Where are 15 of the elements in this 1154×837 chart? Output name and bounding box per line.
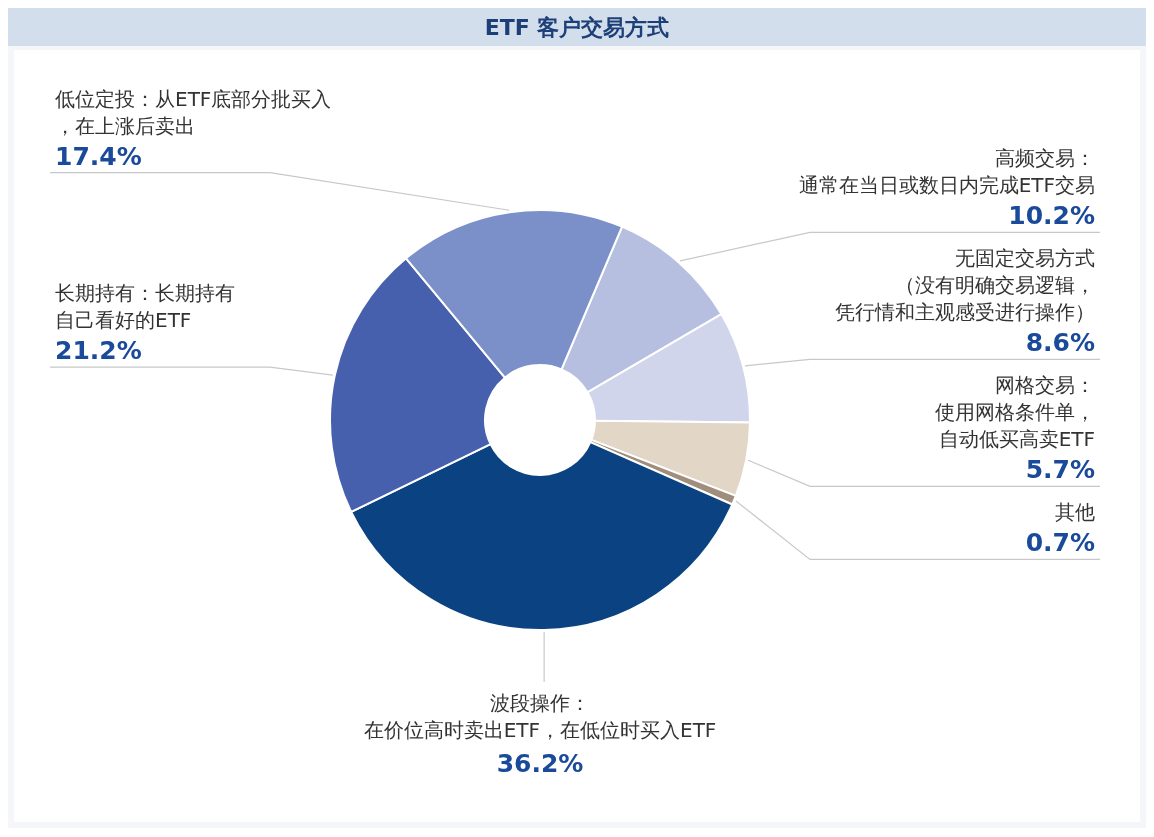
data-label: 5.7% [1025,455,1095,485]
slice-label: 高频交易：通常在当日或数日内完成ETF交易 [798,146,1095,198]
data-label: 8.6% [1025,328,1095,358]
slice-label: 长期持有：长期持有自己看好的ETF [55,281,235,333]
chart-title: ETF 客户交易方式 [484,15,670,40]
data-label: 17.4% [55,141,142,171]
data-label: 0.7% [1025,528,1095,558]
data-label: 21.2% [55,336,142,366]
slice-label: 其他 [1055,500,1095,525]
slice-label: 低位定投：从ETF底部分批买入，在上涨后卖出 [55,86,332,138]
slice-label: 网格交易：使用网格条件单，自动低买高卖ETF [935,373,1095,452]
slice-label: 无固定交易方式（没有明确交易逻辑，凭行情和主观感受进行操作） [835,246,1095,325]
slice-label: 波段操作：在价位高时卖出ETF，在低位时买入ETF [363,691,717,742]
data-label: 10.2% [1008,201,1095,231]
data-label: 36.2% [496,749,584,778]
